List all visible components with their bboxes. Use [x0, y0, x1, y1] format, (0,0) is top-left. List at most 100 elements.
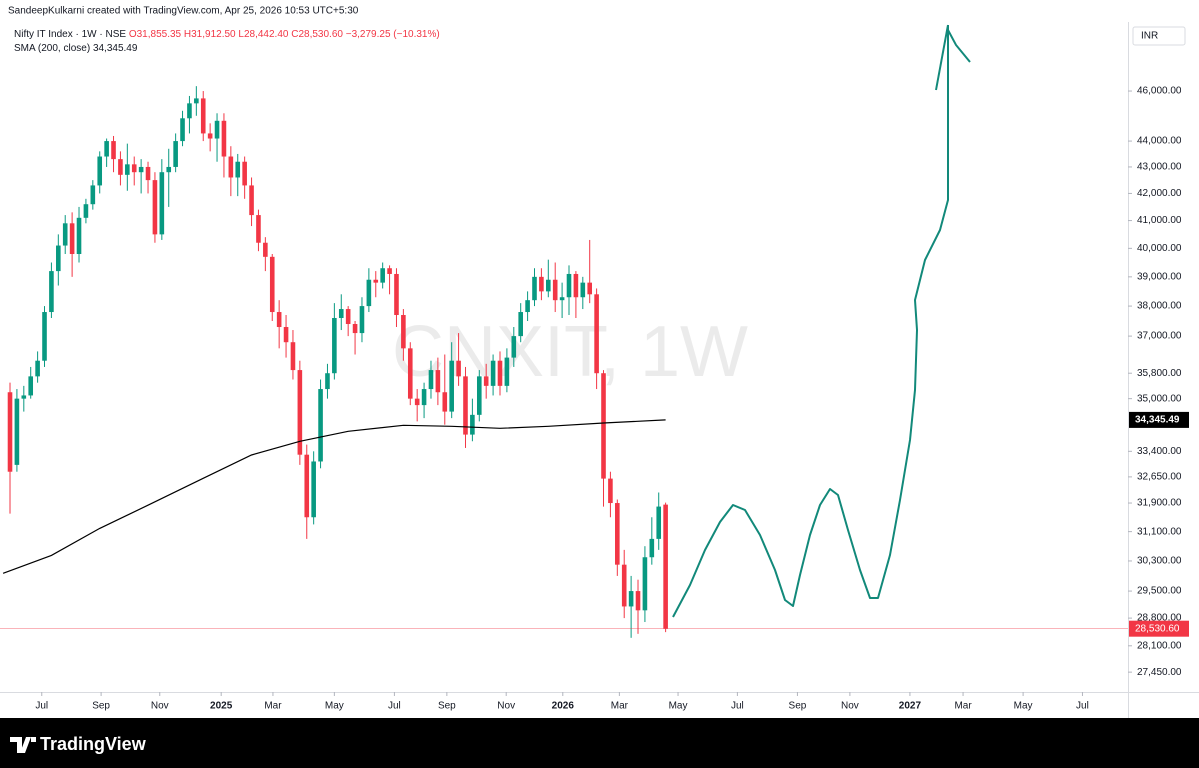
- x-tick-label: Sep: [92, 701, 110, 712]
- x-tick-label: May: [1014, 701, 1033, 712]
- candle-body: [332, 317, 337, 374]
- candle-body: [414, 398, 420, 406]
- drawing-arrowhead: [935, 24, 949, 91]
- candle-body: [442, 392, 448, 412]
- candle-body: [28, 376, 34, 396]
- candle-body: [628, 591, 634, 607]
- y-tick-label: 33,400.00: [1137, 446, 1182, 457]
- currency-box: [1132, 26, 1186, 46]
- ohlc: L28,442.40: [238, 29, 289, 40]
- candle-body: [200, 98, 206, 134]
- sma-price-box: [1129, 411, 1189, 428]
- candle-body: [345, 309, 351, 325]
- y-tick-label: 41,000.00: [1137, 215, 1182, 226]
- candle-body: [559, 297, 565, 301]
- candle-body: [497, 360, 503, 386]
- candle-body: [387, 268, 392, 274]
- footer-bar: [0, 718, 1199, 768]
- candle-body: [49, 271, 54, 313]
- y-tick-label: 46,000.00: [1137, 86, 1182, 97]
- candle-body: [635, 591, 641, 611]
- candle-body: [656, 506, 662, 539]
- candle-body: [518, 312, 523, 337]
- legend: Nifty IT Index · 1W · NSE O31,855.35 H31…: [14, 28, 440, 56]
- x-tick-label: 2027: [899, 701, 922, 712]
- last-price-label: 28,530.60: [1135, 623, 1180, 634]
- y-tick-label: 29,500.00: [1137, 586, 1182, 597]
- candle-body: [7, 392, 13, 472]
- credit-bar: [0, 0, 1199, 22]
- last-price-box: [1129, 620, 1189, 637]
- candle-body: [407, 348, 413, 399]
- candle-body: [173, 141, 178, 167]
- x-tick-label: 2026: [552, 701, 575, 712]
- candle-body: [104, 141, 109, 157]
- candle-body: [380, 268, 385, 283]
- x-tick-label: Sep: [789, 701, 807, 712]
- x-tick-label: May: [325, 701, 344, 712]
- y-tick-label: 32,650.00: [1137, 472, 1182, 483]
- candle-body: [187, 103, 192, 119]
- candle-body: [401, 315, 406, 349]
- candle-body: [587, 282, 593, 295]
- y-tick-label: 28,100.00: [1137, 640, 1182, 651]
- candle-body: [276, 312, 282, 328]
- candle-body: [428, 370, 434, 390]
- watermark: CNXIT, 1W: [392, 312, 748, 392]
- candle-body: [76, 217, 82, 254]
- candle-body: [359, 306, 365, 334]
- ohlc: O31,855.35: [128, 29, 182, 40]
- ohlc: C28,530.60: [291, 29, 343, 40]
- candle-body: [545, 279, 551, 292]
- candle-body: [145, 166, 151, 181]
- x-tick-label: Mar: [264, 701, 282, 712]
- y-tick-label: 44,000.00: [1137, 136, 1182, 147]
- candle-body: [214, 120, 220, 139]
- x-tick-label: Sep: [438, 701, 456, 712]
- brand: TradingView: [40, 734, 147, 754]
- candle-body: [283, 327, 289, 343]
- legend-row: SMA (200, close) 34,345.49: [14, 42, 440, 56]
- candle-body: [311, 461, 316, 518]
- candle-body: [621, 564, 627, 607]
- y-tick-label: 42,000.00: [1137, 188, 1182, 199]
- candle-body: [373, 279, 379, 283]
- candle-body: [304, 454, 310, 518]
- candle-body: [649, 538, 655, 558]
- title: Nifty IT Index · 1W · NSE: [14, 29, 127, 40]
- candle-body: [166, 166, 172, 173]
- candle-body: [566, 273, 572, 298]
- candle-body: [97, 156, 103, 186]
- x-tick-label: Mar: [611, 701, 629, 712]
- y-tick-label: 31,100.00: [1137, 526, 1182, 537]
- sma-line: [2, 419, 666, 574]
- candle-body: [504, 357, 510, 386]
- x-tick-label: Nov: [151, 701, 169, 712]
- candle-body: [615, 503, 620, 565]
- candle-body: [131, 164, 137, 173]
- candle-body: [490, 360, 496, 386]
- x-tick-label: Jul: [388, 701, 401, 712]
- candle-body: [580, 282, 586, 298]
- candle-body: [470, 414, 475, 435]
- candle-body: [552, 279, 558, 301]
- candle-body: [242, 161, 247, 186]
- currency: INR: [1141, 31, 1158, 42]
- candle-body: [476, 376, 482, 415]
- y-tick-label: 40,000.00: [1137, 243, 1182, 254]
- candle-body: [21, 395, 27, 399]
- candle-body: [483, 376, 489, 386]
- candle-body: [111, 141, 116, 160]
- candle-body: [532, 276, 537, 301]
- y-tick-label: 27,450.00: [1137, 667, 1182, 678]
- candle-body: [263, 242, 268, 257]
- x-tick-label: Mar: [954, 701, 972, 712]
- sma-price-label: 34,345.49: [1135, 415, 1180, 426]
- candle-body: [601, 373, 606, 479]
- x-tick-label: Jul: [1076, 701, 1089, 712]
- x-tick-label: Jul: [731, 701, 744, 712]
- candle-body: [573, 273, 579, 298]
- y-tick-label: 30,300.00: [1137, 556, 1182, 567]
- drawing: [672, 25, 949, 618]
